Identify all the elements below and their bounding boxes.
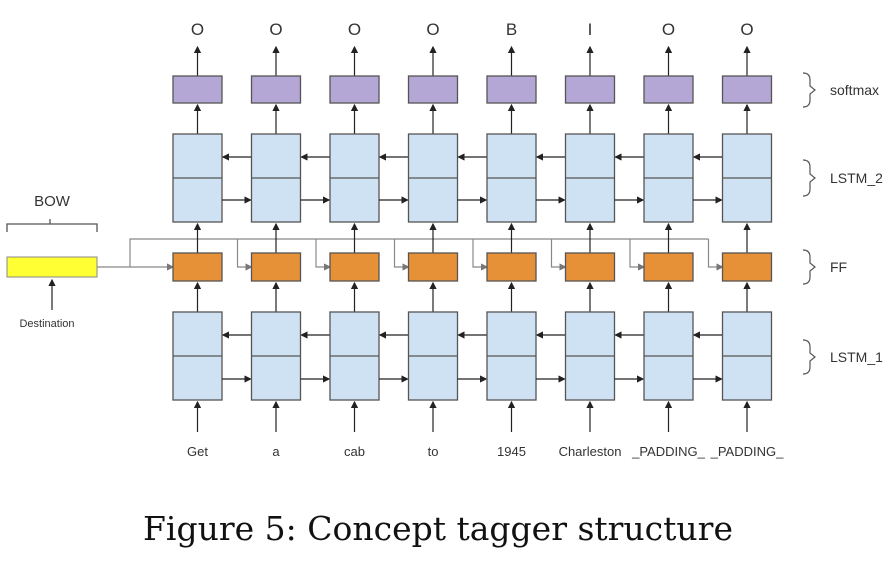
softmax-cell — [564, 75, 616, 104]
layer-label-lstm2: LSTM_2 — [830, 170, 883, 186]
input-token: a — [272, 444, 280, 459]
bow-to-ff-arrow — [236, 239, 253, 271]
layer-label-ff: FF — [830, 259, 847, 275]
input-token: to — [428, 444, 439, 459]
bow-to-ff-arrow — [393, 239, 410, 271]
output-tag: O — [426, 20, 439, 39]
output-tag: O — [348, 20, 361, 39]
ff-cell — [172, 252, 223, 282]
input-token: _PADDING_ — [631, 444, 705, 459]
ff-cell — [250, 252, 302, 282]
softmax-cell — [329, 75, 380, 104]
destination-label: Destination — [19, 318, 74, 330]
input-token: cab — [344, 444, 365, 459]
output-tag: O — [191, 20, 204, 39]
ff-cell — [721, 252, 773, 282]
bow-broadcast-line — [97, 238, 709, 268]
bow-to-ff-arrow — [550, 239, 567, 271]
ff-cell — [407, 252, 459, 282]
output-tag: O — [269, 20, 282, 39]
bow-to-ff-arrow — [472, 239, 489, 271]
softmax-cell — [250, 75, 302, 104]
layer-label-lstm1: LSTM_1 — [830, 349, 883, 365]
ff-brace — [802, 249, 816, 285]
ff-cell — [564, 252, 616, 282]
input-token: Get — [187, 444, 208, 459]
input-token: _PADDING_ — [710, 444, 784, 459]
bow-to-ff-arrow — [707, 239, 724, 271]
output-tag: O — [662, 20, 675, 39]
bow-label: BOW — [34, 193, 71, 210]
softmax-cell — [172, 75, 223, 104]
bow-to-ff-arrow — [629, 239, 646, 271]
output-tag: I — [588, 20, 593, 39]
input-token: Charleston — [559, 444, 622, 459]
ff-cell — [643, 252, 694, 282]
lstm2-brace — [802, 159, 816, 197]
output-tag: O — [740, 20, 753, 39]
softmax-brace — [802, 72, 816, 108]
bow-vector — [6, 256, 98, 278]
softmax-cell — [486, 75, 537, 104]
bow-brace — [6, 219, 98, 232]
layer-label-softmax: softmax — [830, 82, 879, 98]
softmax-cell — [643, 75, 694, 104]
ff-cell — [329, 252, 380, 282]
softmax-cell — [407, 75, 459, 104]
lstm1-brace — [802, 339, 816, 375]
ff-cell — [486, 252, 537, 282]
output-tag: B — [506, 20, 517, 39]
softmax-cell — [721, 75, 773, 104]
figure-caption: Figure 5: Concept tagger structure — [143, 509, 733, 548]
input-token: 1945 — [497, 444, 526, 459]
bow-to-ff-arrow — [315, 239, 332, 271]
